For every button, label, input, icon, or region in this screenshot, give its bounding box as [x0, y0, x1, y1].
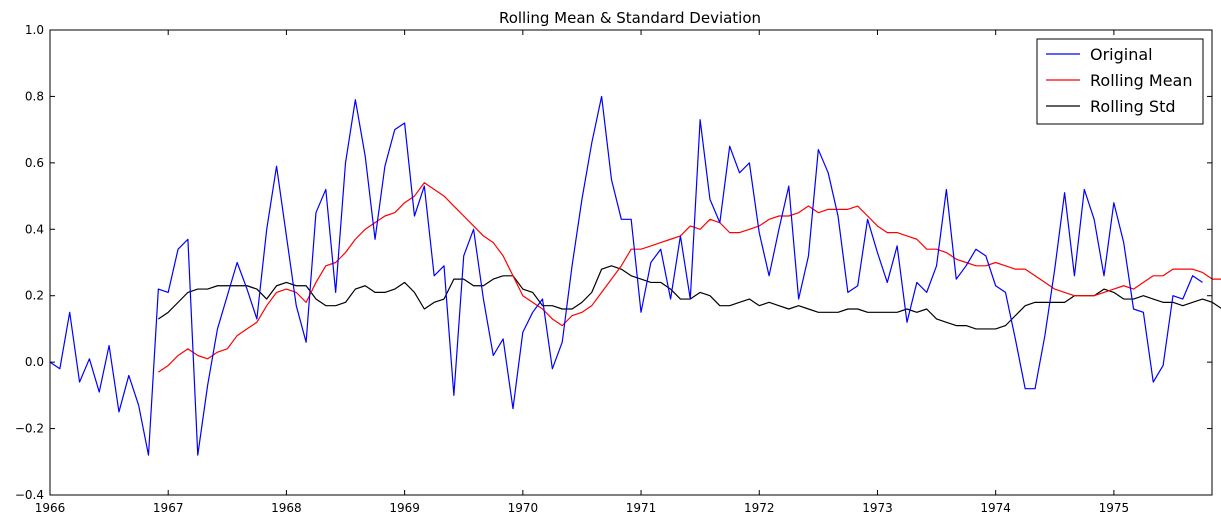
x-tick-label: 1971	[626, 501, 657, 515]
x-tick-label: 1970	[508, 501, 539, 515]
x-tick-label: 1968	[271, 501, 302, 515]
legend-box	[1036, 38, 1204, 125]
x-tick-label: 1974	[980, 501, 1011, 515]
legend-label-rolling-mean: Rolling Mean	[1090, 71, 1193, 90]
x-tick-label: 1972	[744, 501, 775, 515]
x-tick-label: 1967	[153, 501, 184, 515]
y-tick-label: 0.2	[25, 289, 44, 303]
series-line-original	[49, 95, 1203, 456]
x-axis: 1966 1967 1968 1969 1970 1971 1972 1973 1974 1975	[35, 30, 1129, 515]
x-tick-label: 1973	[862, 501, 893, 515]
x-tick-label: 1966	[35, 501, 66, 515]
plot-frame	[49, 29, 1213, 496]
legend-label-rolling-std: Rolling Std	[1090, 97, 1176, 116]
chart-title: Rolling Mean & Standard Deviation	[499, 9, 761, 27]
y-tick-label: 0.4	[25, 222, 44, 236]
legend-label-original: Original	[1090, 45, 1153, 64]
y-tick-label: 0.0	[25, 355, 44, 369]
y-tick-label: 1.0	[25, 23, 44, 37]
x-tick-label: 1969	[389, 501, 420, 515]
x-tick-label: 1975	[1099, 501, 1130, 515]
legend: Original Rolling Mean Rolling Std	[1036, 38, 1204, 125]
y-tick-label: 0.6	[25, 156, 44, 170]
y-axis: −0.4 −0.2 0.0 0.2 0.4 0.6 0.8 1.0	[15, 23, 1212, 502]
series-line-rolling-mean	[158, 182, 1221, 373]
y-tick-label: −0.4	[15, 488, 44, 502]
y-tick-label: 0.8	[25, 89, 44, 103]
series-line-rolling-std	[158, 265, 1221, 330]
y-tick-label: −0.2	[15, 422, 44, 436]
plot-lines	[49, 95, 1221, 456]
